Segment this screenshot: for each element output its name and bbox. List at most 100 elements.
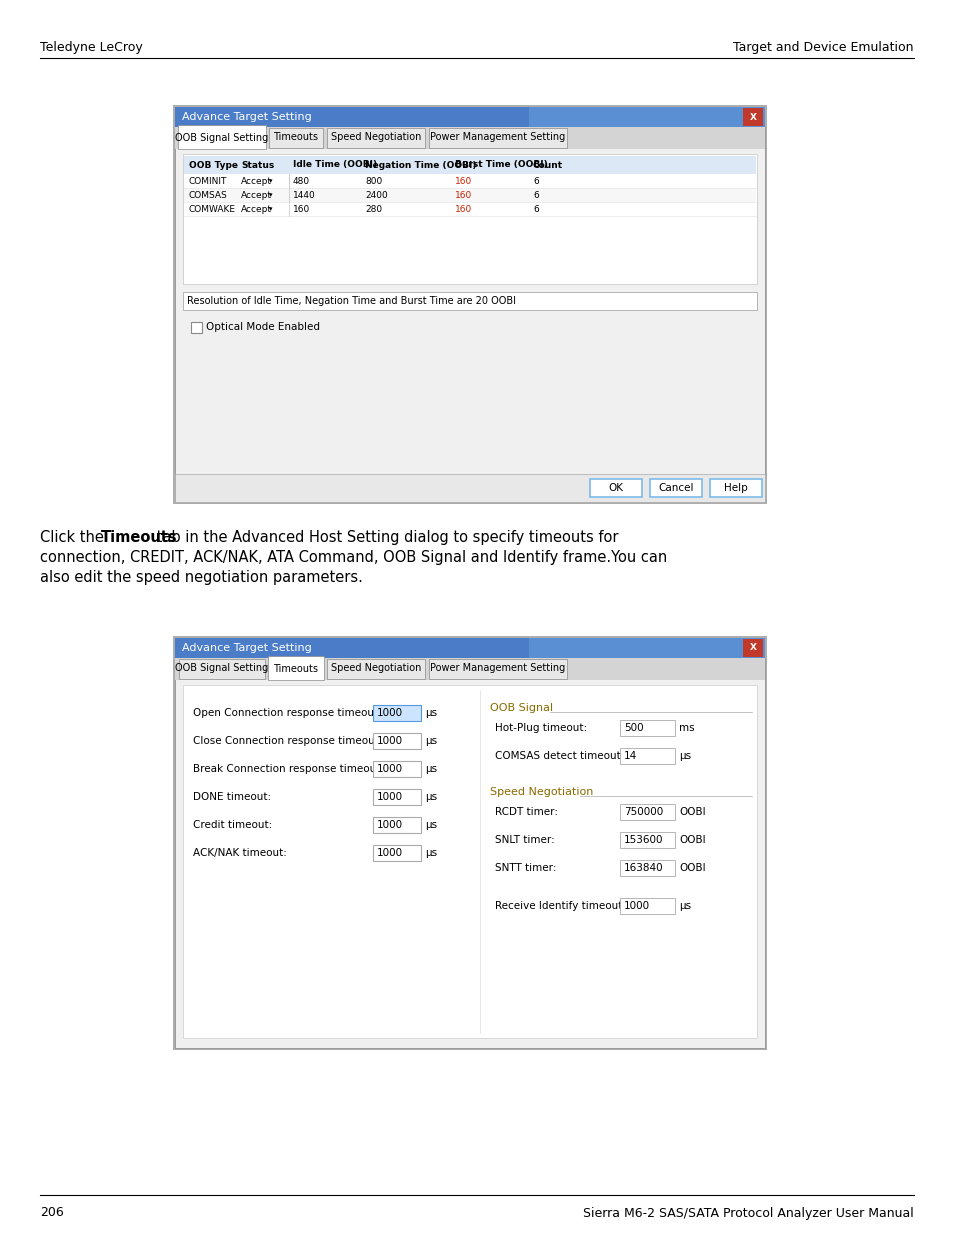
Text: OOBI: OOBI [679, 806, 705, 818]
Text: 800: 800 [365, 177, 382, 185]
Bar [174, 658, 764, 1049]
Text: Timeouts: Timeouts [274, 664, 318, 674]
Bar [184, 174, 755, 188]
Text: OOB Signal Setting: OOB Signal Setting [175, 133, 269, 143]
Text: 206: 206 [40, 1207, 64, 1219]
Text: 750000: 750000 [623, 806, 662, 818]
Text: Teledyne LeCroy: Teledyne LeCroy [40, 42, 143, 54]
Text: 1000: 1000 [376, 708, 403, 718]
Text: 1000: 1000 [376, 764, 403, 774]
Text: Break Connection response timeout:: Break Connection response timeout: [193, 764, 384, 774]
Text: 163840: 163840 [623, 863, 663, 873]
Text: μs: μs [679, 751, 690, 761]
Text: μs: μs [424, 848, 436, 858]
Text: Accept: Accept [241, 190, 272, 200]
Text: 1000: 1000 [376, 792, 403, 802]
Text: COMSAS: COMSAS [189, 190, 228, 200]
Bar [174, 107, 764, 127]
Text: OOB Signal: OOB Signal [490, 703, 553, 713]
Bar [268, 656, 324, 680]
Text: SNTT timer:: SNTT timer: [495, 863, 556, 873]
Text: tab in the Advanced Host Setting dialog to specify timeouts for: tab in the Advanced Host Setting dialog … [152, 530, 618, 545]
Bar [619, 832, 675, 848]
Text: Cancel: Cancel [658, 483, 693, 493]
Bar [174, 638, 529, 658]
Text: 1000: 1000 [376, 736, 403, 746]
Bar [619, 804, 675, 820]
Text: Hot-Plug timeout:: Hot-Plug timeout: [495, 722, 586, 734]
Bar [373, 761, 420, 777]
Text: Count: Count [533, 161, 562, 169]
Bar [327, 128, 424, 148]
Bar [174, 474, 764, 501]
Text: OOB Type: OOB Type [189, 161, 237, 169]
Text: COMSAS detect timeout: COMSAS detect timeout [495, 751, 620, 761]
Bar [619, 720, 675, 736]
Text: 160: 160 [455, 190, 472, 200]
Text: 1000: 1000 [376, 848, 403, 858]
Bar [373, 734, 420, 748]
Text: Timeouts: Timeouts [274, 132, 318, 142]
Text: Help: Help [723, 483, 747, 493]
Text: 160: 160 [455, 177, 472, 185]
Text: Speed Negotiation: Speed Negotiation [331, 132, 420, 142]
Bar [174, 127, 764, 149]
Text: Accept: Accept [241, 177, 272, 185]
Text: 160: 160 [293, 205, 310, 214]
Text: 280: 280 [365, 205, 382, 214]
Text: OOBI: OOBI [679, 835, 705, 845]
Text: COMWAKE: COMWAKE [189, 205, 235, 214]
Text: ▾: ▾ [269, 191, 273, 198]
Text: X: X [749, 643, 756, 652]
Text: 6: 6 [533, 190, 538, 200]
Text: RCDT timer:: RCDT timer: [495, 806, 558, 818]
Text: Credit timeout:: Credit timeout: [193, 820, 272, 830]
Bar [174, 107, 529, 127]
Text: Accept: Accept [241, 205, 272, 214]
Text: also edit the speed negotiation parameters.: also edit the speed negotiation paramete… [40, 571, 362, 585]
Text: ▾: ▾ [269, 206, 273, 212]
Bar [429, 659, 566, 679]
Bar [174, 127, 764, 501]
Text: Close Connection response timeout:: Close Connection response timeout: [193, 736, 382, 746]
Text: μs: μs [424, 792, 436, 802]
Text: Negation Time (OOBI): Negation Time (OOBI) [365, 161, 476, 169]
Text: μs: μs [424, 764, 436, 774]
Bar [373, 705, 420, 721]
Text: 14: 14 [623, 751, 637, 761]
Text: μs: μs [679, 902, 690, 911]
Bar [184, 156, 755, 174]
Text: connection, CREDIT, ACK/NAK, ATA Command, OOB Signal and Identify frame.You can: connection, CREDIT, ACK/NAK, ATA Command… [40, 550, 666, 564]
Text: SNLT timer:: SNLT timer: [495, 835, 554, 845]
Bar [172, 636, 766, 1050]
Text: 1000: 1000 [376, 820, 403, 830]
Text: OK: OK [608, 483, 623, 493]
Bar [709, 479, 761, 496]
Text: 1000: 1000 [623, 902, 649, 911]
Bar [649, 479, 701, 496]
Text: Click the: Click the [40, 530, 109, 545]
Text: OOB Signal Setting: OOB Signal Setting [175, 663, 269, 673]
Bar [184, 188, 755, 203]
Bar [742, 638, 762, 657]
Text: 153600: 153600 [623, 835, 662, 845]
Bar [619, 748, 675, 764]
Text: DONE timeout:: DONE timeout: [193, 792, 271, 802]
Text: X: X [749, 112, 756, 121]
Text: 480: 480 [293, 177, 310, 185]
Bar [178, 125, 266, 149]
Bar [183, 291, 757, 310]
Text: ▾: ▾ [269, 178, 273, 184]
Text: 500: 500 [623, 722, 643, 734]
Bar [619, 898, 675, 914]
Text: μs: μs [424, 736, 436, 746]
Bar [172, 105, 766, 504]
Text: 160: 160 [455, 205, 472, 214]
Text: COMINIT: COMINIT [189, 177, 227, 185]
Text: ACK/NAK timeout:: ACK/NAK timeout: [193, 848, 287, 858]
Text: Status: Status [241, 161, 274, 169]
Bar [742, 107, 762, 126]
Bar [269, 128, 323, 148]
Text: μs: μs [424, 708, 436, 718]
Text: Timeouts: Timeouts [101, 530, 177, 545]
